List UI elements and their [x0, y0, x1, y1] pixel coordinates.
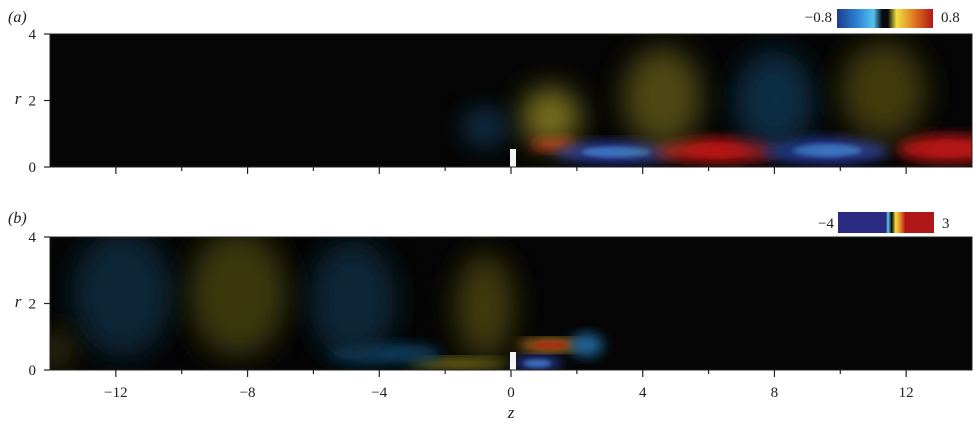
- x-tick-label: 8: [771, 385, 779, 401]
- field-band-pos: [408, 358, 508, 369]
- panel-b-xlabel: z: [507, 403, 515, 422]
- panel-a-label: (a): [8, 9, 27, 26]
- panel-b-x-axis: −12 −8 −4 0 4 8 12: [104, 370, 914, 401]
- y-tick-label: 2: [29, 297, 37, 313]
- x-tick-label: −12: [104, 385, 127, 401]
- field-halo: [520, 87, 581, 148]
- panel-a: (a) −0.8 0.8 r 0 2 4: [8, 9, 973, 176]
- y-tick-label: 4: [29, 27, 37, 43]
- y-tick-label: 2: [29, 94, 37, 110]
- field-arc-neg: [570, 333, 604, 357]
- field-plume: [73, 237, 172, 357]
- panel-a-field: [464, 40, 972, 164]
- field-plume: [455, 253, 515, 361]
- panel-b-field: [50, 237, 604, 370]
- y-tick-label: 0: [29, 160, 37, 176]
- field-lobe-pos-core: [684, 144, 753, 157]
- panel-a-y-axis: 0 2 4: [29, 27, 50, 176]
- panel-b-ylabel: r: [15, 292, 22, 311]
- panel-b-y-axis: 0 2 4: [29, 230, 50, 379]
- panel-a-ylabel: r: [15, 89, 22, 108]
- field-halo: [464, 110, 505, 144]
- field-halo: [622, 47, 702, 148]
- panel-b-colorbar: −4 3: [818, 212, 950, 233]
- panel-a-colorbar-min-label: −0.8: [805, 10, 832, 26]
- x-tick-label: −4: [371, 385, 387, 401]
- panel-b: (b) −4 3 r 0 2 4 −12 −8 −4 0 4 8 12 z: [8, 210, 973, 422]
- x-tick-label: 0: [507, 385, 515, 401]
- panel-b-label: (b): [8, 210, 27, 227]
- x-tick-label: 4: [639, 385, 647, 401]
- y-tick-label: 0: [29, 363, 37, 379]
- panel-b-colorbar-max-label: 3: [942, 216, 950, 232]
- panel-a-colorbar: −0.8 0.8: [805, 9, 960, 28]
- panel-b-body-marker: [510, 352, 516, 370]
- field-plume: [188, 237, 288, 357]
- field-lobe-neg-core: [581, 146, 651, 158]
- field-core-neg-core: [523, 359, 551, 368]
- y-tick-label: 4: [29, 230, 37, 246]
- field-halo: [840, 40, 926, 141]
- field-lobe-neg-core: [792, 144, 862, 157]
- x-tick-label: 12: [899, 385, 914, 401]
- field-lobe-pos-core: [919, 141, 972, 156]
- panel-a-body-marker: [510, 149, 516, 167]
- field-plume: [310, 240, 396, 361]
- field-halo: [734, 50, 814, 151]
- field-arc-pos-core: [532, 342, 569, 348]
- panel-a-colorbar-max-label: 0.8: [941, 10, 960, 26]
- panel-b-colorbar-min-label: −4: [818, 216, 834, 232]
- x-tick-label: −8: [240, 385, 256, 401]
- field-plume: [50, 330, 74, 370]
- panel-a-x-axis: [115, 167, 907, 174]
- panel-a-colorbar-gradient: [837, 9, 933, 28]
- panel-b-colorbar-gradient: [838, 212, 934, 233]
